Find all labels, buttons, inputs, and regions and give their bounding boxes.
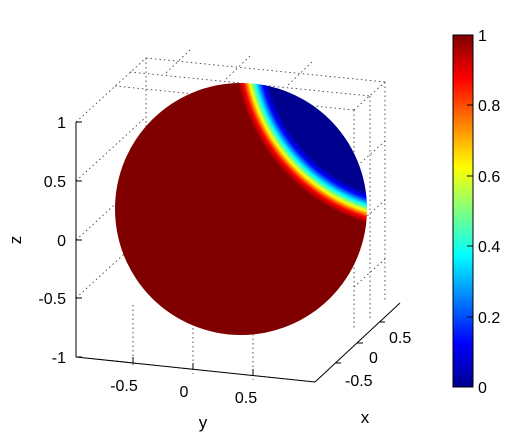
colorbar: 1 0.8 0.6 0.4 0.2 0 — [452, 28, 500, 397]
colorbar-tick-5: 0.2 — [478, 310, 500, 327]
z-tick-4: -0.5 — [38, 291, 66, 308]
colorbar-tick-4: 0.4 — [478, 239, 500, 256]
y-tick-1: -0.5 — [110, 378, 138, 395]
z-tick-2: 0.5 — [44, 174, 66, 191]
x-tick-1: -0.5 — [345, 373, 373, 390]
x-axis-label: x — [361, 408, 370, 427]
tick-labels: 1 0.5 0 -0.5 -1 -0.5 0 0.5 -0.5 0 0.5 — [38, 115, 411, 407]
colorbar-tick-3: 0.6 — [478, 169, 500, 186]
y-tick-3: 0.5 — [235, 390, 257, 407]
x-tick-2: 0 — [369, 350, 378, 367]
y-tick-2: 0 — [180, 384, 189, 401]
z-axis-label: z — [6, 236, 25, 245]
axes — [75, 121, 401, 383]
sphere-surface — [115, 83, 367, 335]
z-tick-1: 1 — [57, 115, 66, 132]
z-tick-5: -1 — [52, 350, 66, 367]
z-tick-3: 0 — [57, 233, 66, 250]
y-axis-label: y — [199, 413, 208, 432]
colorbar-tick-2: 0.8 — [478, 98, 500, 115]
grid-lines — [75, 49, 386, 383]
colorbar-gradient — [452, 34, 474, 388]
colorbar-tick-6: 0 — [478, 380, 487, 397]
colorbar-tick-1: 1 — [478, 28, 487, 45]
x-tick-3: 0.5 — [389, 330, 411, 347]
